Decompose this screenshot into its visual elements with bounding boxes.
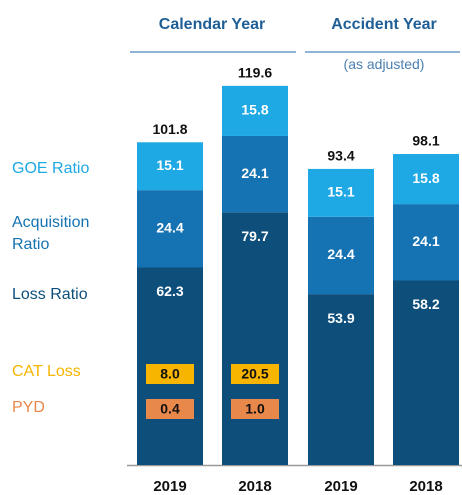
- bar-segment: [308, 294, 374, 465]
- x-tick-label: 2019: [153, 478, 186, 495]
- value-label: 15.8: [241, 102, 268, 118]
- bar-segment: [393, 154, 459, 205]
- value-label: 15.1: [327, 184, 354, 200]
- x-tick-label: 2018: [238, 478, 271, 495]
- badge: [231, 399, 279, 419]
- legend-label: Acquisition Ratio: [12, 214, 90, 253]
- value-label: 79.7: [241, 228, 268, 244]
- bar-segment: [137, 190, 203, 268]
- value-label: 15.8: [412, 170, 439, 186]
- bar-segment: [222, 85, 288, 136]
- total-label: 101.8: [152, 121, 187, 137]
- bar-segment: [393, 204, 459, 281]
- value-label: 24.4: [327, 246, 354, 262]
- group-sublabel: (as adjusted): [343, 56, 425, 72]
- value-label: 24.1: [412, 233, 439, 249]
- badge: [146, 399, 194, 419]
- bar-segment: [393, 280, 459, 465]
- bar-segment: [308, 168, 374, 217]
- group-label: Calendar Year: [158, 16, 266, 33]
- group-label: Accident Year: [331, 16, 437, 33]
- bar-segment: [137, 142, 203, 191]
- badge: [231, 364, 279, 384]
- bar-segment: [222, 135, 288, 213]
- bar-segment: [222, 212, 288, 465]
- badge-label: 8.0: [160, 366, 180, 382]
- badge-label: 20.5: [241, 366, 268, 382]
- x-tick-label: 2018: [409, 478, 442, 495]
- value-label: 24.4: [156, 220, 183, 236]
- value-label: 58.2: [412, 296, 439, 312]
- badge: [146, 364, 194, 384]
- value-label: 53.9: [327, 310, 354, 326]
- badge-label: 1.0: [245, 401, 265, 417]
- badge-label: 0.4: [160, 401, 180, 417]
- legend-label: Loss Ratio: [12, 286, 88, 303]
- value-label: 15.1: [156, 157, 183, 173]
- bar-segment: [308, 216, 374, 295]
- total-label: 98.1: [412, 133, 439, 149]
- legend-label: GOE Ratio: [12, 160, 90, 177]
- total-label: 119.6: [238, 65, 272, 81]
- total-label: 93.4: [327, 148, 354, 164]
- value-label: 24.1: [241, 165, 268, 181]
- value-label: 62.3: [156, 283, 183, 299]
- legend-label: CAT Loss: [12, 363, 81, 380]
- legend-label: PYD: [12, 399, 45, 416]
- x-tick-label: 2019: [324, 478, 357, 495]
